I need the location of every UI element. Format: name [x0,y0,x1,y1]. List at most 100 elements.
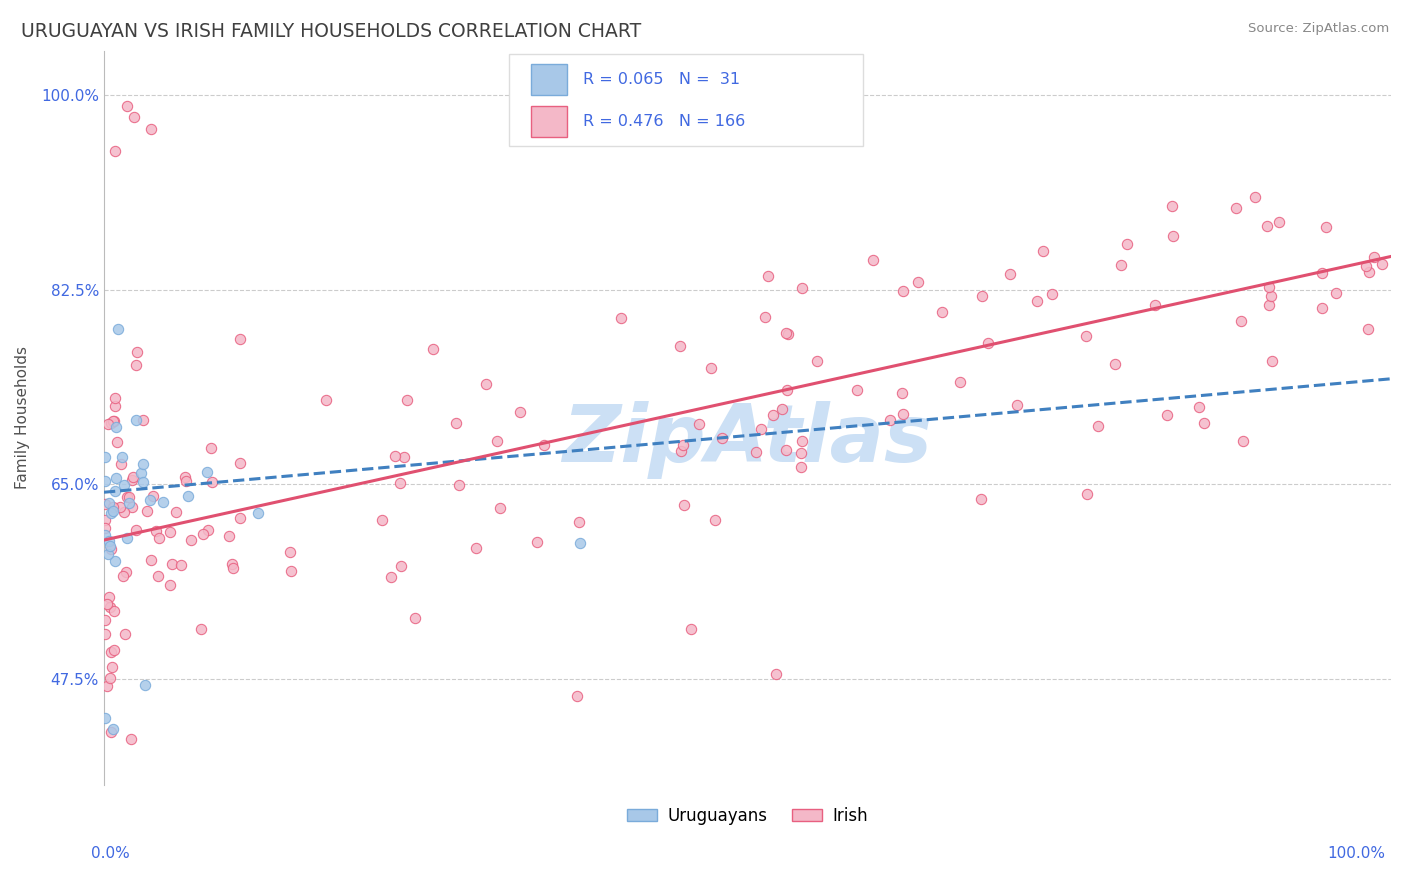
Point [118,496,141,510]
Point [105,434,128,449]
Point [101,722,124,736]
Point [1076,487,1098,501]
Point [404,611,426,625]
Point [129,467,152,481]
Point [669,339,692,353]
FancyBboxPatch shape [531,106,567,136]
Point [1315,219,1337,234]
Point [247,507,270,521]
Point [533,438,555,452]
Point [110,458,132,472]
Point [1260,288,1282,302]
Point [104,391,127,405]
Point [96,679,118,693]
Point [1355,259,1378,273]
Point [1232,434,1254,448]
Point [509,405,531,419]
Point [101,660,124,674]
Point [315,393,337,408]
Point [931,304,953,318]
Point [110,500,132,515]
Point [94,475,117,489]
Point [170,558,193,572]
Text: R = 0.065   N =  31: R = 0.065 N = 31 [582,71,740,87]
Point [970,492,993,507]
Point [160,558,183,572]
Point [1111,258,1133,272]
Point [112,505,135,519]
Y-axis label: Family Households: Family Households [15,346,30,489]
Point [278,545,301,559]
Point [180,533,202,548]
Point [110,450,132,465]
Point [1115,237,1137,252]
Point [475,377,498,392]
Point [756,269,779,284]
Point [229,332,252,346]
Point [679,622,702,636]
Point [195,466,218,480]
Point [1025,293,1047,308]
Point [1188,400,1211,414]
Point [125,359,148,373]
Point [96,597,118,611]
Point [1104,357,1126,371]
Point [134,678,156,692]
Point [104,554,127,568]
Point [1256,219,1278,234]
Point [176,475,198,489]
Point [104,144,127,158]
Point [1194,416,1216,430]
Point [907,276,929,290]
Point [173,470,195,484]
Point [218,529,240,543]
Point [121,500,143,514]
Point [775,326,797,340]
Point [100,724,122,739]
Point [1161,229,1184,244]
Point [222,560,245,574]
Text: ZipAtlas: ZipAtlas [562,401,932,479]
Point [790,446,813,460]
Point [700,360,723,375]
Point [449,478,471,492]
Point [103,500,125,514]
Point [103,414,125,428]
Point [949,375,972,389]
Point [1258,298,1281,312]
Point [94,528,117,542]
Point [1076,329,1098,343]
Point [977,336,1000,351]
Point [139,121,162,136]
Point [1310,301,1333,315]
Point [384,450,406,464]
Point [152,495,174,509]
Point [862,252,884,267]
Point [94,627,117,641]
Point [1005,399,1028,413]
Point [609,311,631,326]
Point [776,383,799,397]
Point [569,536,592,550]
Point [104,399,127,413]
Point [792,281,814,295]
Point [104,420,127,434]
Point [103,643,125,657]
Point [94,521,117,535]
Point [1156,409,1178,423]
Point [141,553,163,567]
Text: 0.0%: 0.0% [91,847,131,861]
Point [98,534,121,549]
Point [890,385,912,400]
Point [100,506,122,520]
Point [526,535,548,549]
Point [201,475,224,490]
Point [136,503,159,517]
Point [710,431,733,445]
Point [806,353,828,368]
Point [792,434,814,448]
Point [221,557,243,571]
Point [97,547,120,561]
Point [229,511,252,525]
Point [200,442,222,456]
